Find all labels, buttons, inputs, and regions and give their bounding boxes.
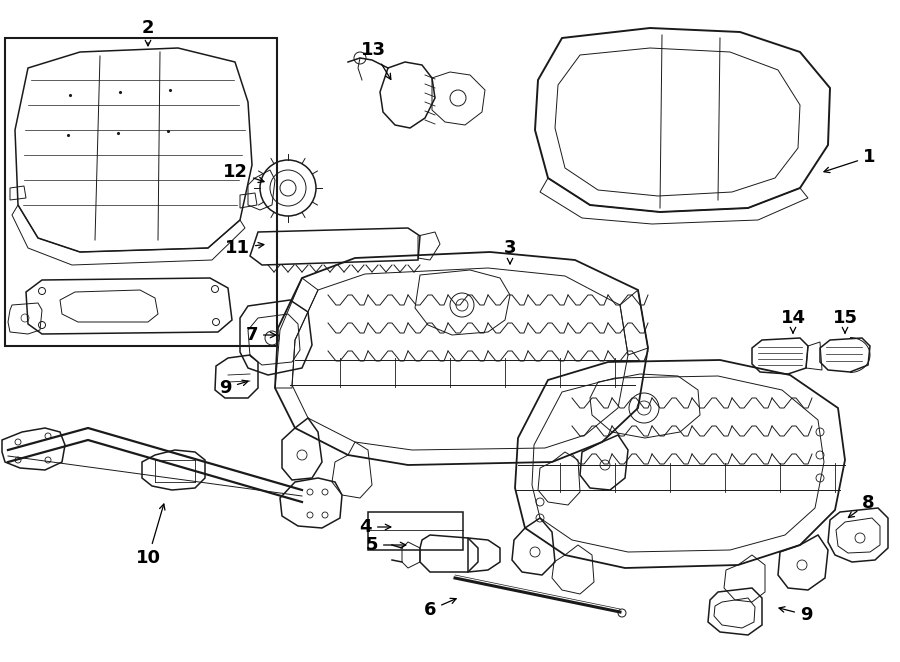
Text: 3: 3 bbox=[504, 239, 517, 264]
Text: 5: 5 bbox=[365, 536, 406, 554]
Text: 10: 10 bbox=[136, 504, 165, 567]
Text: 1: 1 bbox=[824, 148, 876, 173]
Text: 2: 2 bbox=[142, 19, 154, 46]
Text: 11: 11 bbox=[225, 239, 264, 257]
Text: 14: 14 bbox=[780, 309, 806, 333]
Text: 9: 9 bbox=[220, 379, 248, 397]
Text: 13: 13 bbox=[361, 41, 391, 79]
Text: 6: 6 bbox=[424, 598, 456, 619]
Text: 8: 8 bbox=[849, 494, 875, 518]
Text: 12: 12 bbox=[223, 163, 264, 183]
Text: 4: 4 bbox=[359, 518, 391, 536]
Text: 7: 7 bbox=[246, 326, 275, 344]
Bar bbox=[5, 38, 277, 346]
Bar bbox=[368, 512, 463, 550]
Text: 15: 15 bbox=[832, 309, 858, 333]
Text: 9: 9 bbox=[779, 606, 813, 624]
